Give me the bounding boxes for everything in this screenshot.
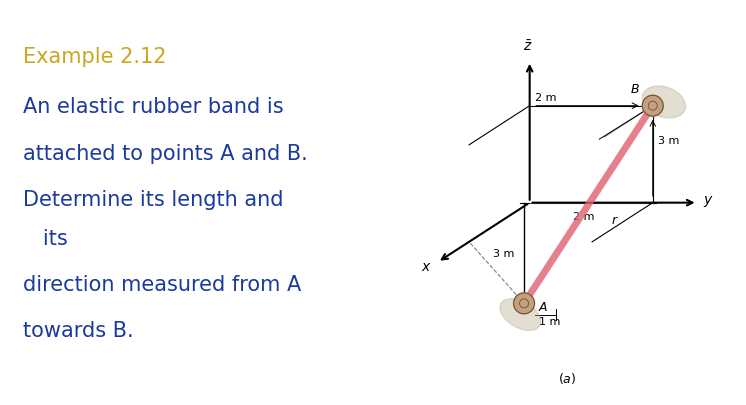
Text: towards B.: towards B. (23, 320, 134, 340)
Text: Example 2.12: Example 2.12 (23, 47, 167, 67)
Text: its: its (23, 228, 68, 248)
Circle shape (514, 293, 534, 314)
Text: An elastic rubber band is: An elastic rubber band is (23, 97, 284, 117)
Text: 3 m: 3 m (493, 248, 514, 258)
Text: direction measured from A: direction measured from A (23, 274, 301, 294)
Text: $y$: $y$ (703, 193, 714, 208)
Text: Determine its length and: Determine its length and (23, 190, 283, 209)
Text: $\bar{z}$: $\bar{z}$ (523, 39, 533, 53)
Text: $x$: $x$ (421, 259, 432, 273)
Text: 1 m: 1 m (539, 316, 560, 326)
Text: $A$: $A$ (539, 301, 548, 313)
Text: 2 m: 2 m (536, 93, 557, 103)
Circle shape (642, 96, 663, 117)
Ellipse shape (500, 299, 541, 330)
Text: attached to points A and B.: attached to points A and B. (23, 143, 308, 163)
Ellipse shape (642, 87, 686, 119)
Text: $B$: $B$ (630, 82, 640, 95)
Text: $(a)$: $(a)$ (558, 370, 576, 385)
Text: $r$: $r$ (611, 214, 618, 227)
Text: 3 m: 3 m (659, 136, 680, 146)
Text: 2 m: 2 m (573, 212, 595, 222)
